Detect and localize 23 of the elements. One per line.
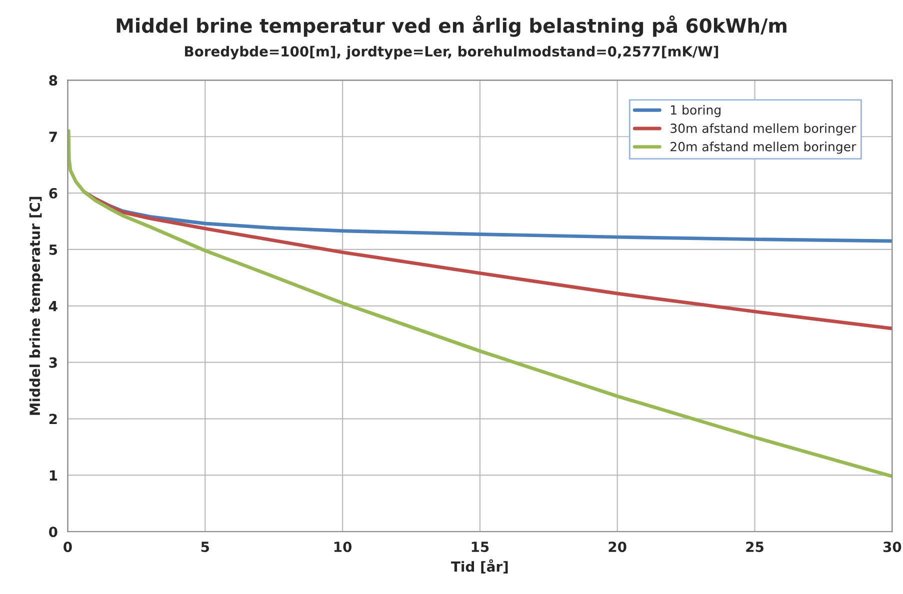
x-tick-label: 20: [608, 542, 626, 552]
y-axis-title: Middel brine temperatur [C]: [29, 196, 43, 415]
y-tick-label: 7: [49, 132, 57, 142]
chart-subtitle: Boredybde=100[m], jordtype=Ler, borehulmodstand=0,2577[mK/W]: [185, 46, 718, 60]
y-tick-label: 6: [49, 188, 58, 199]
chart-title: Middel brine temperatur ved en årlig belastning på 60kWh/m: [116, 15, 786, 37]
y-tick-label: 8: [49, 75, 58, 86]
x-tick-label: 5: [201, 542, 209, 552]
y-tick-label: 0: [49, 526, 58, 538]
legend-label: 30m afstand mellem boringer: [670, 123, 856, 136]
x-axis-title: Tid [år]: [451, 559, 508, 574]
y-tick-label: 2: [49, 414, 57, 424]
legend-label: 1 boring: [671, 104, 720, 118]
x-tick-label: 10: [334, 542, 352, 552]
x-tick-label: 30: [883, 542, 902, 552]
legend-label: 20m afstand mellem boringer: [670, 142, 856, 154]
x-tick-label: 15: [472, 542, 489, 552]
y-tick-label: 5: [49, 244, 58, 255]
x-tick-label: 0: [64, 542, 72, 552]
y-tick-label: 3: [49, 357, 57, 368]
y-tick-label: 1: [50, 470, 58, 480]
x-tick-label: 25: [746, 542, 764, 552]
y-tick-label: 4: [48, 301, 58, 312]
